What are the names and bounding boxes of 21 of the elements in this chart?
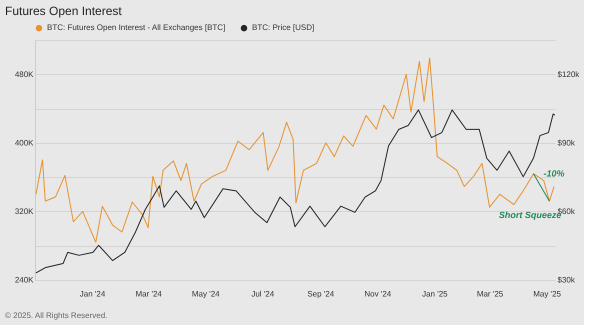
x-tick-label: May '24 [192, 290, 220, 298]
y-tick-label: 400K [14, 138, 34, 148]
y-tick-label: 320K [14, 206, 34, 216]
x-tick-label: Mar '25 [476, 290, 504, 298]
annotation: -10% [543, 168, 565, 179]
y2-tick-label: $120k [558, 70, 580, 79]
y-tick-label: 240K [14, 276, 34, 284]
x-tick-label: Mar '24 [135, 290, 162, 298]
x-tick-label: Jan '25 [422, 290, 448, 298]
x-tick-label: Jan '24 [80, 290, 106, 298]
y2-tick-label: $90k [558, 138, 576, 148]
legend-label: BTC: Price [USD] [252, 23, 314, 32]
x-tick-label: May '25 [533, 290, 562, 298]
y2-tick-label: $30k [558, 276, 576, 284]
x-tick-label: Sep '24 [307, 290, 335, 298]
y-tick-label: 480K [14, 70, 34, 79]
x-tick-label: Jul '24 [251, 290, 275, 298]
chart-title: Futures Open Interest [5, 4, 122, 18]
x-tick-label: Nov '24 [364, 290, 392, 298]
text: © 2025. All Rights Reserved. [5, 311, 108, 320]
legend-label: BTC: Futures Open Interest - All Exchanges [BTC] [47, 23, 226, 32]
